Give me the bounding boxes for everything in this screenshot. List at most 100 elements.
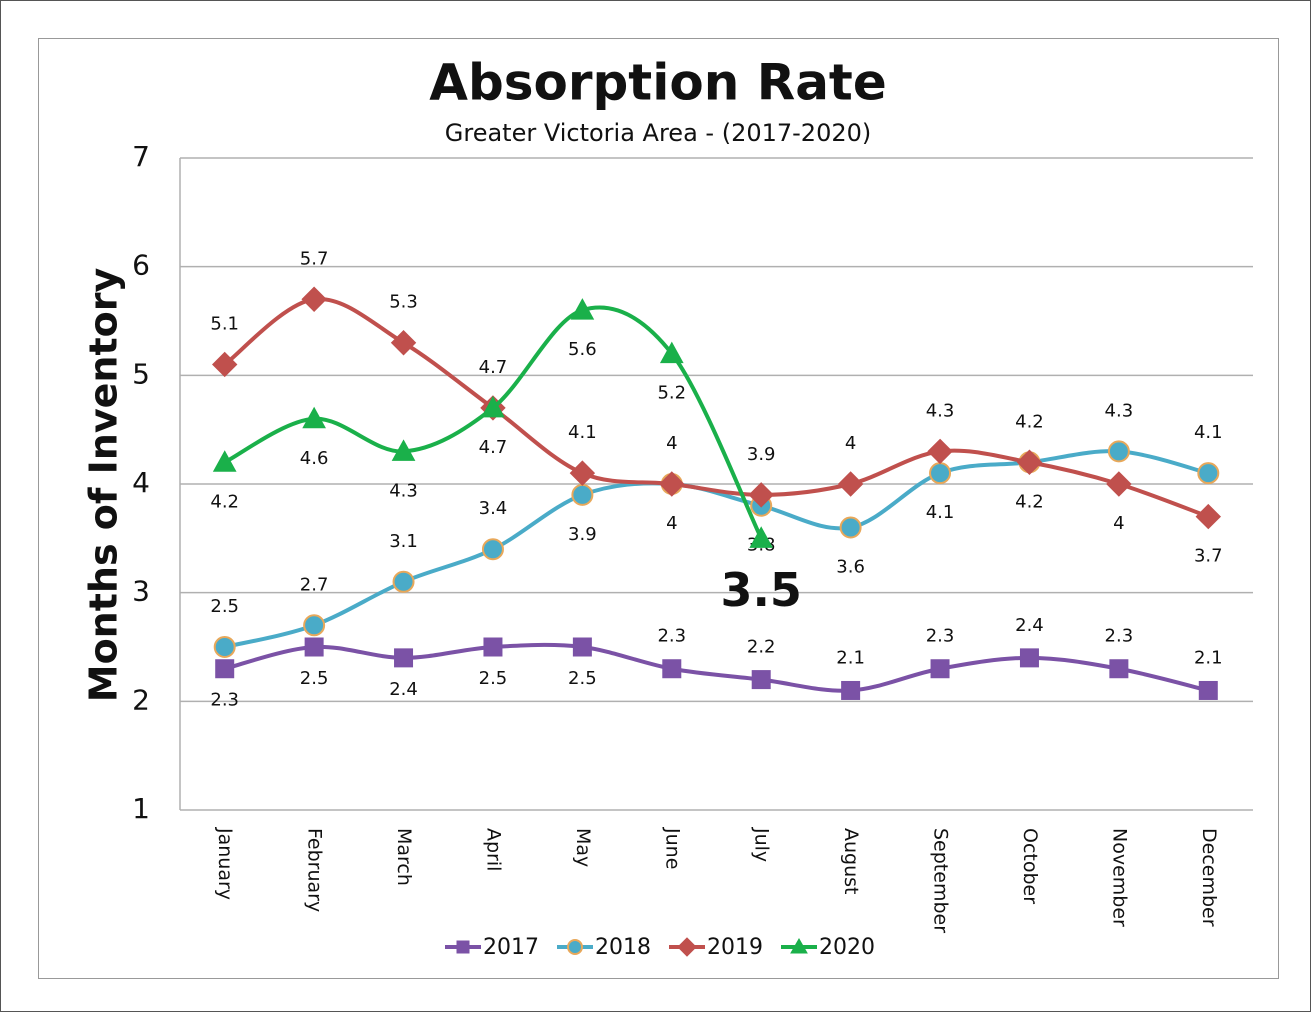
data-label: 3.9 — [747, 444, 776, 465]
legend-marker — [456, 940, 470, 954]
series-marker — [390, 330, 417, 356]
x-tick-label: August — [840, 828, 862, 895]
x-tick-label: February — [304, 828, 326, 912]
data-label: 5.6 — [568, 339, 597, 360]
data-label: 4.3 — [1105, 400, 1134, 421]
data-label: 4.7 — [479, 357, 508, 378]
legend-label: 2019 — [707, 935, 763, 960]
series-marker — [212, 450, 237, 472]
x-tick-label: March — [393, 828, 415, 886]
series-marker — [749, 526, 774, 548]
data-label: 3.1 — [389, 531, 418, 552]
data-label: 2.5 — [568, 668, 597, 689]
series-marker — [571, 483, 594, 506]
data-label: 3.7 — [1194, 546, 1223, 567]
series-marker — [1197, 462, 1220, 485]
series-marker — [481, 395, 505, 418]
data-label: 3.5 — [720, 563, 802, 617]
series-marker — [1106, 471, 1132, 497]
series-marker — [1198, 680, 1218, 700]
series-marker — [572, 637, 592, 657]
x-tick-label: July — [751, 827, 773, 862]
data-label: 4.3 — [389, 480, 418, 501]
series-marker — [930, 659, 950, 679]
data-label: 2.5 — [300, 668, 329, 689]
y-tick-label: 7 — [132, 140, 150, 173]
series-marker — [1107, 440, 1130, 463]
legend-label: 2018 — [595, 935, 651, 960]
series-marker — [213, 636, 236, 658]
series-marker — [1016, 449, 1043, 475]
data-label: 4.2 — [1015, 411, 1044, 432]
data-label: 4.7 — [479, 437, 508, 458]
data-label: 4.1 — [926, 502, 955, 523]
y-tick-label: 6 — [132, 249, 150, 282]
y-tick-label: 1 — [132, 792, 150, 825]
x-tick-label: September — [930, 828, 952, 933]
chart-frame — [38, 38, 1279, 979]
series-marker — [301, 286, 327, 312]
data-label: 5.3 — [389, 292, 418, 313]
data-label: 4.1 — [1194, 422, 1223, 443]
x-tick-label: December — [1198, 828, 1220, 927]
series-marker — [929, 462, 952, 485]
data-label: 2.5 — [479, 668, 508, 689]
legend-label: 2017 — [483, 935, 539, 960]
series-marker — [570, 298, 595, 320]
series-marker — [662, 659, 682, 679]
series-marker — [659, 471, 685, 497]
series-marker — [302, 406, 326, 429]
x-tick-label: April — [482, 828, 504, 871]
data-label: 2.1 — [836, 647, 865, 668]
x-tick-label: November — [1108, 828, 1130, 927]
series-marker — [303, 614, 326, 637]
data-label: 4.6 — [300, 448, 329, 469]
legend-marker — [677, 937, 697, 957]
data-label: 2.2 — [747, 637, 776, 658]
data-label: 2.4 — [1015, 615, 1044, 636]
data-label: 3.6 — [836, 556, 865, 577]
series-marker — [394, 648, 414, 668]
series-marker — [392, 570, 415, 593]
series-marker — [659, 341, 684, 364]
series-marker — [304, 637, 324, 657]
data-label: 2.7 — [300, 574, 329, 595]
series-marker — [1109, 659, 1129, 679]
data-label: 3.4 — [479, 498, 508, 519]
series-marker — [751, 670, 771, 690]
y-tick-label: 2 — [132, 683, 150, 716]
data-label: 5.1 — [210, 313, 239, 334]
x-tick-label: January — [214, 827, 236, 900]
series-marker — [748, 482, 774, 508]
series-marker — [1195, 503, 1221, 530]
chart-subtitle: Greater Victoria Area - (2017-2020) — [445, 119, 872, 147]
data-label: 3.9 — [568, 524, 597, 545]
data-label: 2.4 — [389, 679, 418, 700]
data-label: 4 — [666, 433, 677, 454]
data-label: 2.1 — [1194, 647, 1223, 668]
chart-title: Absorption Rate — [429, 54, 887, 112]
series-marker — [215, 659, 235, 679]
series-marker — [483, 637, 503, 657]
data-label: 5.7 — [300, 248, 329, 269]
series-marker — [927, 438, 953, 465]
data-label: 2.3 — [926, 626, 955, 647]
data-label: 4.2 — [1015, 491, 1044, 512]
series-marker — [212, 351, 238, 378]
series-marker — [841, 680, 861, 700]
data-label: 4 — [666, 513, 677, 534]
legend-marker — [790, 937, 808, 954]
y-tick-label: 4 — [132, 466, 150, 499]
data-label: 4.2 — [210, 491, 239, 512]
y-tick-label: 3 — [132, 575, 150, 608]
y-axis-label: Months of Inventory — [82, 268, 126, 703]
series-marker — [481, 538, 504, 561]
data-label: 4 — [1113, 513, 1124, 534]
legend-label: 2020 — [819, 935, 875, 960]
data-label: 4.3 — [926, 400, 955, 421]
data-label: 5.2 — [657, 383, 686, 404]
data-label: 4 — [845, 433, 856, 454]
data-label: 2.5 — [210, 596, 239, 617]
series-marker — [569, 460, 596, 486]
